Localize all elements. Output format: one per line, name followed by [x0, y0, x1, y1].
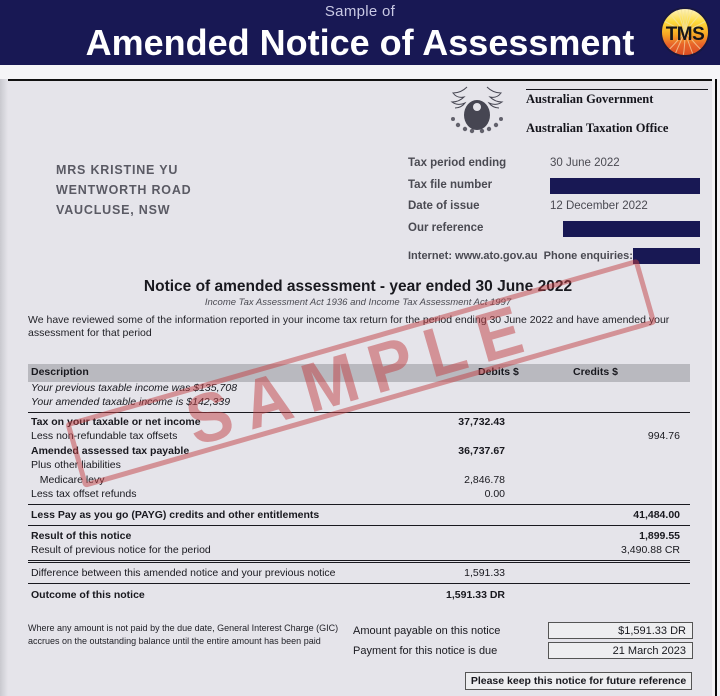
svg-text:TMS: TMS — [666, 24, 705, 45]
